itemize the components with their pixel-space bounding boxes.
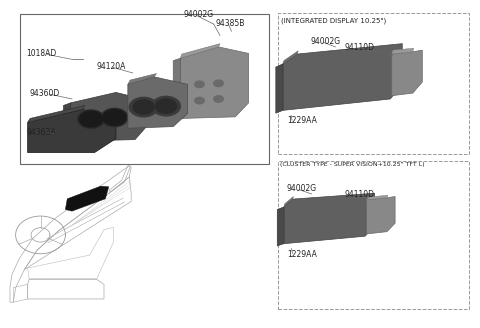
Circle shape	[133, 100, 154, 114]
Polygon shape	[284, 193, 374, 244]
Polygon shape	[128, 73, 156, 84]
Polygon shape	[180, 47, 249, 118]
Circle shape	[78, 110, 105, 128]
Text: 1229AA: 1229AA	[287, 115, 317, 125]
Polygon shape	[392, 50, 422, 96]
Polygon shape	[65, 186, 109, 211]
Text: 94002G: 94002G	[286, 184, 316, 193]
Text: 1229AA: 1229AA	[287, 250, 317, 259]
Circle shape	[195, 97, 204, 104]
Polygon shape	[283, 44, 402, 110]
Polygon shape	[180, 44, 220, 58]
Text: 1018AD: 1018AD	[26, 49, 57, 58]
Polygon shape	[283, 51, 298, 64]
Text: (INTEGRATED DISPLAY 10.25"): (INTEGRATED DISPLAY 10.25")	[281, 17, 386, 24]
Polygon shape	[392, 48, 414, 54]
Text: 94385B: 94385B	[215, 19, 244, 28]
Text: 94002G: 94002G	[311, 36, 341, 46]
Polygon shape	[277, 207, 284, 246]
Polygon shape	[28, 106, 85, 122]
Circle shape	[195, 81, 204, 88]
Polygon shape	[63, 103, 71, 144]
Text: 94363A: 94363A	[26, 128, 56, 137]
Polygon shape	[28, 109, 116, 153]
Circle shape	[156, 99, 177, 113]
Circle shape	[129, 97, 158, 117]
Circle shape	[101, 108, 128, 127]
Polygon shape	[71, 92, 149, 141]
Polygon shape	[128, 77, 188, 128]
Circle shape	[103, 110, 126, 125]
Text: 94110D: 94110D	[345, 43, 375, 52]
Circle shape	[80, 111, 103, 127]
Polygon shape	[284, 196, 293, 207]
Text: (CLUSTER TYPE - SUPER VISION+10.25" TFT L): (CLUSTER TYPE - SUPER VISION+10.25" TFT …	[280, 162, 425, 168]
Polygon shape	[366, 196, 395, 234]
Polygon shape	[173, 58, 180, 121]
Circle shape	[214, 96, 223, 102]
Text: 94002G: 94002G	[184, 10, 214, 19]
Text: 94120A: 94120A	[97, 62, 126, 71]
Text: 94110D: 94110D	[345, 190, 375, 199]
Polygon shape	[276, 64, 283, 113]
Circle shape	[152, 96, 180, 116]
Text: 94360D: 94360D	[29, 89, 60, 98]
Polygon shape	[366, 195, 388, 200]
Circle shape	[214, 80, 223, 87]
